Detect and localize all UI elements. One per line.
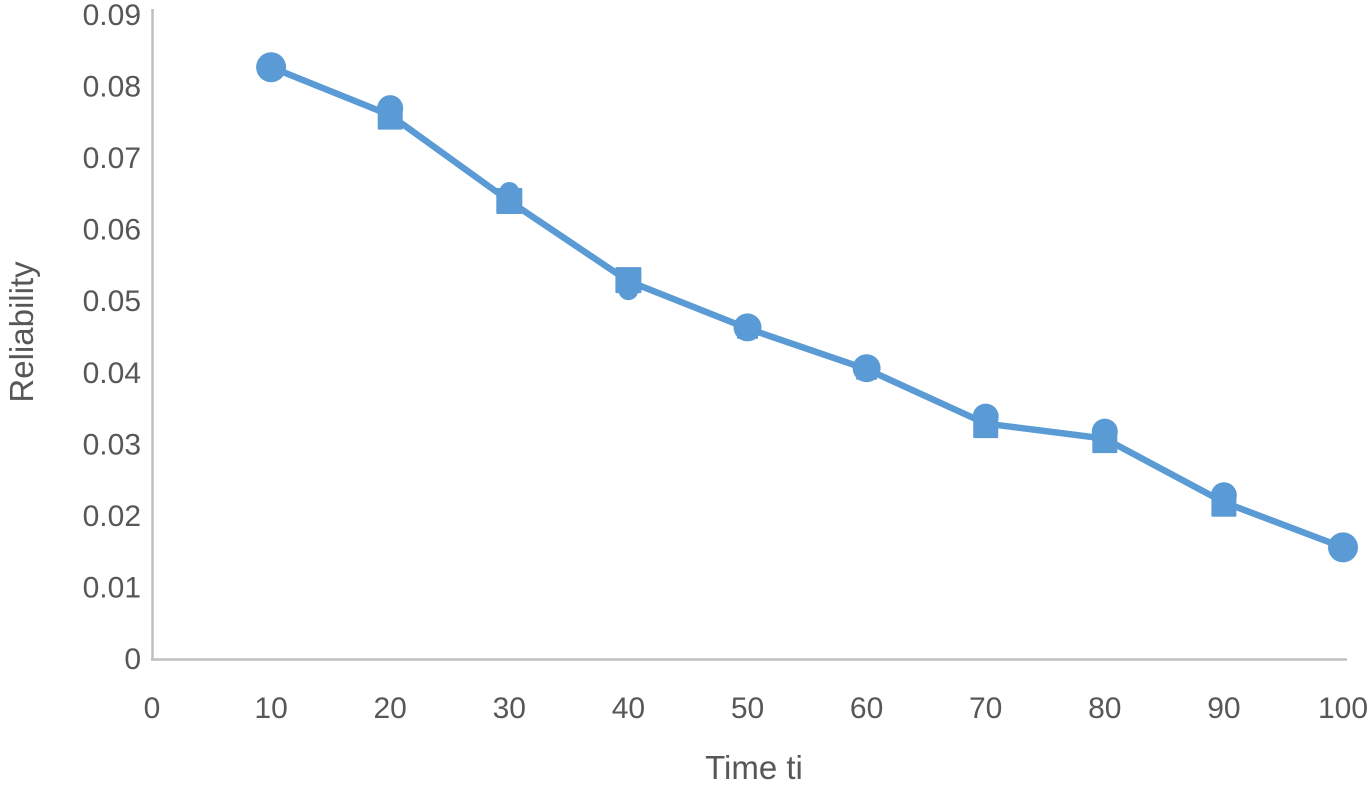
y-tick-label: 0.04 [83,357,141,390]
y-axis-title: Reliability [3,261,40,403]
y-tick-label: 0.03 [83,428,141,461]
x-tick-label: 10 [254,692,287,725]
data-point-marker [1210,482,1237,509]
data-point-marker [972,403,999,430]
y-tick-label: 0.07 [83,142,141,175]
y-tick-label: 0.08 [83,71,141,104]
y-tick-label: 0.01 [83,571,141,604]
y-tick-label: 0.05 [83,285,141,318]
x-tick-label: 100 [1318,692,1368,725]
data-point-marker [377,95,404,122]
x-tick-label: 40 [612,692,645,725]
x-tick-label: 70 [969,692,1002,725]
y-tick-label: 0.09 [83,0,141,32]
data-point-marker [499,182,520,203]
y-tick-label: 0.06 [83,214,141,247]
data-point-marker [256,52,287,83]
data-point-marker [1091,418,1118,445]
x-axis-title: Time ti [705,749,803,786]
x-tick-label: 80 [1088,692,1121,725]
y-tick-label: 0 [124,643,141,676]
x-tick-label: 90 [1207,692,1240,725]
data-point-marker [618,280,639,301]
y-tick-label: 0.02 [83,500,141,533]
x-tick-label: 50 [731,692,764,725]
x-tick-label: 0 [144,692,161,725]
x-tick-label: 20 [374,692,407,725]
x-tick-label: 60 [850,692,883,725]
x-tick-label: 30 [493,692,526,725]
data-point-marker [1328,532,1358,563]
series-line [267,63,1347,551]
data-point-marker [733,313,762,342]
data-point-marker [852,354,881,383]
